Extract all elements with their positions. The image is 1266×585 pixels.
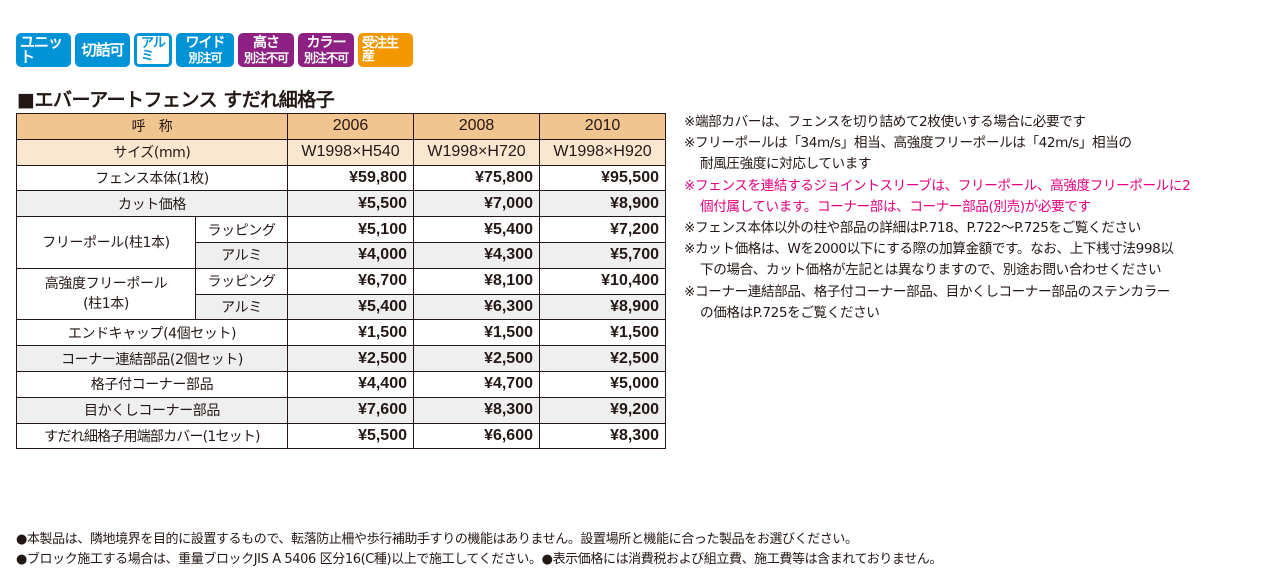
size-value: W1998×H720 [413, 138, 540, 166]
price-cell: ¥7,000 [413, 190, 540, 218]
footer-line: ●本製品は、隣地境界を目的に設置するもので、転落防止柵や歩行補助手すりの機能はあ… [16, 532, 858, 547]
badge-aluminum: アルミ [134, 33, 172, 67]
price-cell: ¥2,500 [287, 345, 414, 372]
price-cell: ¥5,500 [287, 422, 414, 450]
table-row: フェンス本体(1枚) ¥59,800 ¥75,800 ¥95,500 [16, 164, 666, 192]
price-cell: ¥59,800 [287, 164, 414, 192]
table-row: 格子付コーナー部品 ¥4,400 ¥4,700 ¥5,000 [16, 370, 666, 398]
badge-cuttable: 切詰可 [75, 33, 130, 67]
header-row: 呼 称 2006 2008 2010 [16, 113, 666, 140]
table-row: カット価格 ¥5,500 ¥7,000 ¥8,900 [16, 190, 666, 218]
badge-unit: ユニット [16, 33, 71, 67]
table-row: コーナー連結部品(2個セット) ¥2,500 ¥2,500 ¥2,500 [16, 345, 666, 372]
row-group-label: 高強度フリーポール (柱1本) [16, 267, 196, 321]
table-row: アルミ ¥4,000 ¥4,300 ¥5,700 [16, 241, 666, 269]
price-cell: ¥7,600 [287, 396, 414, 424]
footer-notes: ●本製品は、隣地境界を目的に設置するもので、転落防止柵や歩行補助手すりの機能はあ… [16, 530, 942, 570]
size-row: サイズ(mm) W1998×H540 W1998×H720 W1998×H920 [16, 138, 666, 166]
size-value: W1998×H920 [539, 138, 666, 166]
price-cell: ¥4,000 [287, 241, 414, 269]
product-title: ■エバーアートフェンス すだれ細格子 [17, 89, 335, 111]
badge-wide-custom: ワイド 別注可 [176, 33, 234, 67]
price-cell: ¥4,700 [413, 370, 540, 398]
row-sub-label: ラッピング [195, 267, 288, 295]
table-row: 高強度フリーポール (柱1本) ラッピング ¥6,700 ¥8,100 ¥10,4… [16, 267, 666, 321]
price-cell: ¥95,500 [539, 164, 666, 192]
row-label: フェンス本体(1枚) [16, 164, 288, 192]
size-value: W1998×H540 [287, 138, 414, 166]
price-cell: ¥6,600 [413, 422, 540, 450]
row-sub-label: アルミ [195, 241, 288, 269]
row-sub-label: アルミ [195, 293, 288, 321]
row-label: 目かくしコーナー部品 [16, 396, 288, 424]
badge-height-no-custom: 高さ 別注不可 [238, 33, 294, 67]
price-cell: ¥5,500 [287, 190, 414, 218]
row-label: 格子付コーナー部品 [16, 370, 288, 398]
column-header-2008: 2008 [413, 113, 540, 140]
row-sub-label: ラッピング [195, 216, 288, 243]
price-cell: ¥8,300 [413, 396, 540, 424]
row-group-label: フリーポール(柱1本) [16, 216, 196, 269]
badge-color-no-custom: カラー 別注不可 [298, 33, 354, 67]
size-label: サイズ(mm) [16, 138, 288, 166]
price-cell: ¥1,500 [413, 319, 540, 347]
price-cell: ¥2,500 [413, 345, 540, 372]
note-item: ※カット価格は、Wを2000以下にする際の加算金額です。なお、上下桟寸法998以… [684, 241, 1174, 279]
note-item: ※コーナー連結部品、格子付コーナー部品、目かくしコーナー部品のステンカラー の価格… [684, 283, 1170, 321]
price-table: 呼 称 2006 2008 2010 サイズ(mm) W1998×H540 W1… [16, 113, 666, 450]
row-label: エンドキャップ(4個セット) [16, 319, 288, 347]
note-item: ※フリーポールは「34m/s」相当、高強度フリーポールは「42m/s」相当の 耐風… [684, 135, 1132, 173]
price-cell: ¥2,500 [539, 345, 666, 372]
price-cell: ¥10,400 [539, 267, 666, 295]
table-row: 目かくしコーナー部品 ¥7,600 ¥8,300 ¥9,200 [16, 396, 666, 424]
badge-made-to-order: 受注生産 [358, 33, 413, 67]
price-cell: ¥4,300 [413, 241, 540, 269]
table-row: すだれ細格子用端部カバー(1セット) ¥5,500 ¥6,600 ¥8,300 [16, 422, 666, 450]
price-cell: ¥1,500 [287, 319, 414, 347]
price-cell: ¥8,900 [539, 190, 666, 218]
price-cell: ¥8,100 [413, 267, 540, 295]
price-cell: ¥6,300 [413, 293, 540, 321]
price-cell: ¥8,900 [539, 293, 666, 321]
price-cell: ¥7,200 [539, 216, 666, 243]
table-row: フリーポール(柱1本) ラッピング ¥5,100 ¥5,400 ¥7,200 [16, 216, 666, 269]
row-label: コーナー連結部品(2個セット) [16, 345, 288, 372]
note-item: ※フェンス本体以外の柱や部品の詳細はP.718、P.722～P.725をご覧くだ… [684, 220, 1141, 237]
price-cell: ¥75,800 [413, 164, 540, 192]
price-cell: ¥9,200 [539, 396, 666, 424]
column-header-2006: 2006 [287, 113, 414, 140]
price-cell: ¥5,000 [539, 370, 666, 398]
table-row: エンドキャップ(4個セット) ¥1,500 ¥1,500 ¥1,500 [16, 319, 666, 347]
price-cell: ¥4,400 [287, 370, 414, 398]
feature-badges: ユニット 切詰可 アルミ ワイド 別注可 高さ 別注不可 カラー 別注不可 受注生産 [16, 33, 413, 67]
column-header-2010: 2010 [539, 113, 666, 140]
price-cell: ¥5,400 [287, 293, 414, 321]
price-cell: ¥8,300 [539, 422, 666, 450]
price-cell: ¥6,700 [287, 267, 414, 295]
price-cell: ¥5,700 [539, 241, 666, 269]
note-item-highlight: ※フェンスを連結するジョイントスリーブは、フリーポール、高強度フリーポールに2 個… [684, 177, 1191, 215]
row-label: すだれ細格子用端部カバー(1セット) [16, 422, 288, 450]
price-cell: ¥1,500 [539, 319, 666, 347]
price-cell: ¥5,100 [287, 216, 414, 243]
footer-line: ●ブロック施工する場合は、重量ブロックJIS A 5406 区分16(C種)以上… [16, 552, 942, 567]
header-label: 呼 称 [16, 113, 288, 140]
row-label: カット価格 [16, 190, 288, 218]
notes-list: ※端部カバーは、フェンスを切り詰めて2枚使いする場合に必要です ※フリーポールは… [684, 112, 1191, 324]
price-cell: ¥5,400 [413, 216, 540, 243]
note-item: ※端部カバーは、フェンスを切り詰めて2枚使いする場合に必要です [684, 114, 1086, 130]
